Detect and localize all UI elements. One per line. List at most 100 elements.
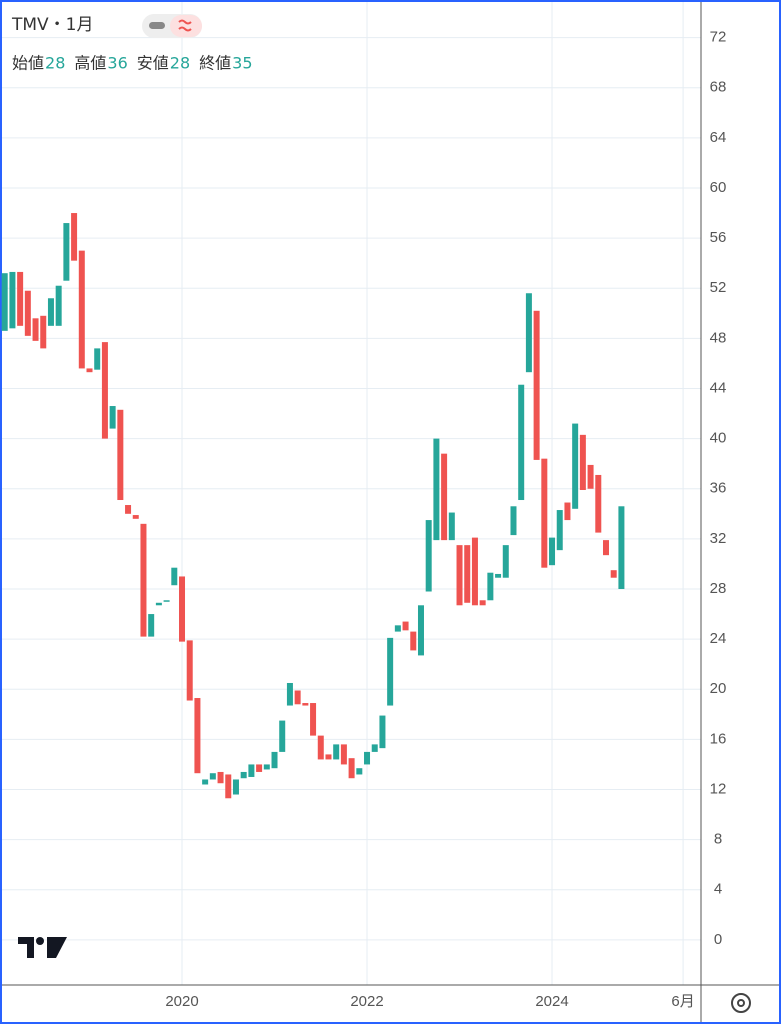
candle-body [32, 318, 39, 341]
candle-body [94, 348, 101, 370]
candle-body [433, 438, 440, 541]
candle-body [587, 464, 594, 489]
candle-body [479, 600, 486, 606]
candle-body [1, 273, 8, 331]
candle-body [556, 510, 563, 551]
candle-body [225, 774, 232, 799]
candle-body [302, 703, 309, 706]
candle-body [464, 545, 471, 603]
gear[interactable] [731, 993, 751, 1013]
candle-body [186, 640, 193, 701]
pill-red[interactable] [170, 15, 202, 37]
candle-body [78, 250, 85, 369]
candle-body [549, 537, 556, 566]
x-tick-label: 6月 [671, 993, 694, 1010]
hide-icon[interactable] [149, 22, 165, 29]
candle-body [448, 512, 455, 541]
candle-body [394, 625, 401, 632]
candle-body [487, 572, 494, 601]
candle-body [209, 773, 216, 780]
y-tick-label: 36 [710, 480, 727, 497]
candle-body [379, 715, 386, 749]
candle-body [240, 771, 247, 779]
y-tick-label: 60 [710, 179, 727, 196]
y-tick-label: 20 [710, 680, 727, 697]
candle-body [155, 602, 162, 606]
candle-body [425, 520, 432, 592]
y-tick-label: 48 [710, 329, 727, 346]
candle-body [263, 764, 270, 770]
legend-value: 35 [232, 54, 252, 73]
y-tick-label: 64 [710, 129, 727, 146]
candle-body [456, 545, 463, 606]
legend-value: 28 [170, 54, 190, 73]
legend-label: 高値 [74, 54, 106, 73]
legend-value: 28 [45, 54, 65, 73]
candle-body [232, 779, 239, 795]
x-tick-label: 2020 [165, 993, 198, 1010]
candle-body [618, 506, 625, 589]
candle-body [340, 744, 347, 765]
y-tick-label: 8 [714, 831, 722, 848]
candle-body [410, 631, 417, 651]
x-tick-label: 2022 [350, 993, 383, 1010]
y-tick-label: 56 [710, 229, 727, 246]
candle-body [24, 290, 31, 336]
candle-body [402, 621, 409, 631]
gear-hub[interactable] [737, 999, 745, 1007]
candle-body [317, 735, 324, 760]
candle-body [310, 703, 317, 736]
candle-body [179, 576, 186, 642]
x-tick-label: 2024 [535, 993, 568, 1010]
candle-body [279, 720, 286, 752]
candle-body [117, 409, 124, 501]
candle-body [348, 758, 355, 779]
candle-body [194, 698, 201, 774]
candle-body [271, 751, 278, 769]
tv-logo [18, 937, 67, 958]
y-tick-label: 52 [710, 279, 727, 296]
y-tick-label: 32 [710, 530, 727, 547]
wave-icon[interactable] [178, 19, 192, 32]
candle-body [171, 567, 178, 586]
candle-body [86, 368, 93, 373]
y-tick-label: 44 [710, 379, 727, 396]
settings-button[interactable] [731, 993, 751, 1013]
candle-body [63, 223, 70, 281]
candle-body [564, 502, 571, 521]
candle-body [140, 523, 147, 637]
candle-body [387, 637, 394, 706]
candle-body [417, 605, 424, 656]
candle-body [202, 779, 209, 785]
candle-body [125, 505, 132, 514]
candle-body [471, 537, 478, 606]
ohlc-legend: 始値 28 高値 36 安値 28 終値 35 [12, 54, 253, 73]
candle-body [71, 213, 78, 261]
candle-body [518, 384, 525, 501]
candle-body [371, 744, 378, 752]
y-tick-label: 4 [714, 881, 722, 898]
candle-body [533, 310, 540, 460]
candle-body [40, 315, 47, 349]
candle-body [510, 506, 517, 536]
candle-body [101, 342, 108, 439]
legend-label: 終値 [199, 54, 231, 73]
candle-body [572, 423, 579, 509]
candle-body [495, 573, 502, 578]
candle-body [502, 545, 509, 578]
candle-body [248, 764, 255, 777]
y-tick-label: 16 [710, 730, 727, 747]
legend-label: 始値 [12, 54, 44, 73]
candle-body [441, 453, 448, 541]
header-buttons[interactable] [142, 14, 202, 38]
candle-body [294, 690, 301, 705]
y-tick-label: 68 [710, 79, 727, 96]
y-tick-label: 40 [710, 430, 727, 447]
candle-body [217, 771, 224, 784]
candle-body [541, 458, 548, 568]
candle-body [163, 600, 170, 602]
y-tick-label: 72 [710, 29, 727, 46]
